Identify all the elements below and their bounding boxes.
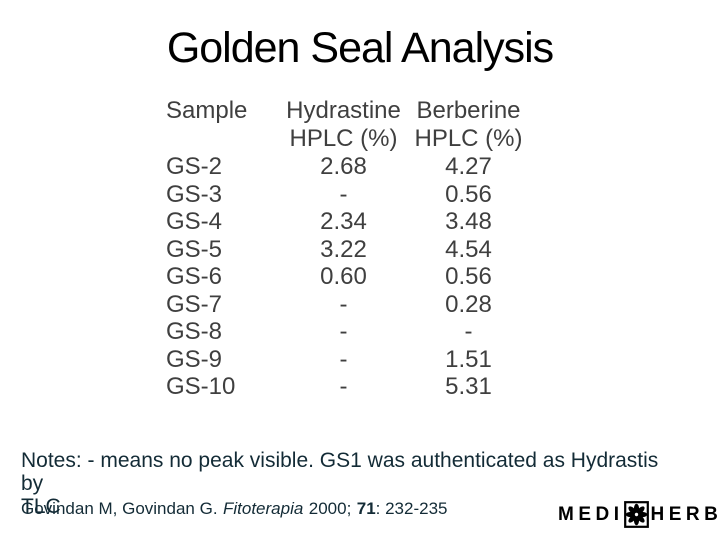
table-row: GS-4 2.34 3.48 (166, 208, 531, 236)
column-header-hydrastine: Hydrastine HPLC (%) (281, 97, 406, 153)
column-header-line: Berberine (416, 97, 521, 124)
berberine-cell: 0.28 (445, 290, 492, 318)
table-row: GS-5 3.22 4.54 (166, 236, 531, 264)
berberine-cell: 3.48 (445, 208, 492, 235)
hydrastine-cell: 2.68 (320, 153, 367, 180)
column-header-line: Hydrastine (286, 97, 401, 124)
berberine-cell: 0.56 (445, 180, 492, 208)
logo-text-herb-label: HERB (650, 504, 720, 525)
hydrastine-cell: 3.22 (320, 235, 367, 263)
hydrastine-cell: - (339, 345, 348, 373)
citation-volume: 71 (356, 499, 376, 518)
table-row: GS-6 0.60 0.56 (166, 263, 531, 291)
sample-cell: GS-9 (166, 345, 223, 373)
logo-text-medi: MEDI (558, 504, 624, 525)
hydrastine-cell: - (339, 373, 348, 400)
notes-line-2: TLC (21, 495, 61, 518)
sample-cell: GS-4 (166, 208, 223, 235)
berberine-cell: 4.27 (445, 153, 492, 180)
sample-cell: GS-7 (166, 290, 223, 318)
sample-cell: GS-8 (166, 318, 223, 345)
citation-journal: Fitoterapia (222, 499, 304, 518)
berberine-cell: 5.31 (445, 373, 492, 400)
berberine-cell: 4.54 (445, 235, 492, 263)
citation-year: 2000; (308, 499, 352, 518)
notes-line-1: Notes: - means no peak visible. GS1 was … (21, 449, 659, 495)
flower-icon (623, 501, 649, 528)
column-header-subline: HPLC (%) (414, 125, 523, 152)
column-header-sample: Sample (166, 97, 248, 124)
hydrastine-cell: 0.60 (320, 263, 367, 290)
berberine-cell: 1.51 (445, 345, 492, 373)
logo-text-herb: HERB® (651, 501, 720, 528)
sample-cell: GS-3 (166, 180, 223, 208)
citation: Govindan M, Govindan G. Fitoterapia 2000; 7… (21, 499, 448, 519)
sample-cell: GS-10 (166, 373, 236, 400)
berberine-cell: - (464, 318, 473, 345)
notes-text: Notes: - means no peak visible. GS1 was … (21, 449, 681, 518)
sample-cell: GS-5 (166, 235, 223, 263)
hydrastine-cell: - (339, 318, 348, 345)
table-header-row: Sample Hydrastine HPLC (%) Berberine HPL… (166, 97, 531, 153)
analysis-table: Sample Hydrastine HPLC (%) Berberine HPL… (166, 97, 531, 401)
page-title: Golden Seal Analysis (166, 24, 554, 72)
berberine-cell: 0.56 (445, 263, 492, 290)
mediherb-logo: MEDI HERB® (558, 501, 720, 528)
table-row: GS-7 - 0.28 (166, 291, 531, 319)
hydrastine-cell: 2.34 (320, 208, 367, 235)
citation-authors: Govindan M, Govindan G. (21, 499, 218, 518)
column-header-berberine: Berberine HPLC (%) (406, 97, 531, 153)
table-row: GS-9 - 1.51 (166, 346, 531, 374)
table-row: GS-8 - - (166, 318, 531, 346)
citation-pages: : 232-235 (375, 499, 448, 518)
table-row: GS-3 - 0.56 (166, 181, 531, 209)
table-row: GS-10 - 5.31 (166, 373, 531, 401)
hydrastine-cell: - (339, 290, 348, 318)
table-row: GS-2 2.68 4.27 (166, 153, 531, 181)
sample-cell: GS-2 (166, 153, 223, 180)
hydrastine-cell: - (339, 180, 348, 208)
sample-cell: GS-6 (166, 263, 223, 290)
column-header-subline: HPLC (%) (289, 125, 398, 152)
